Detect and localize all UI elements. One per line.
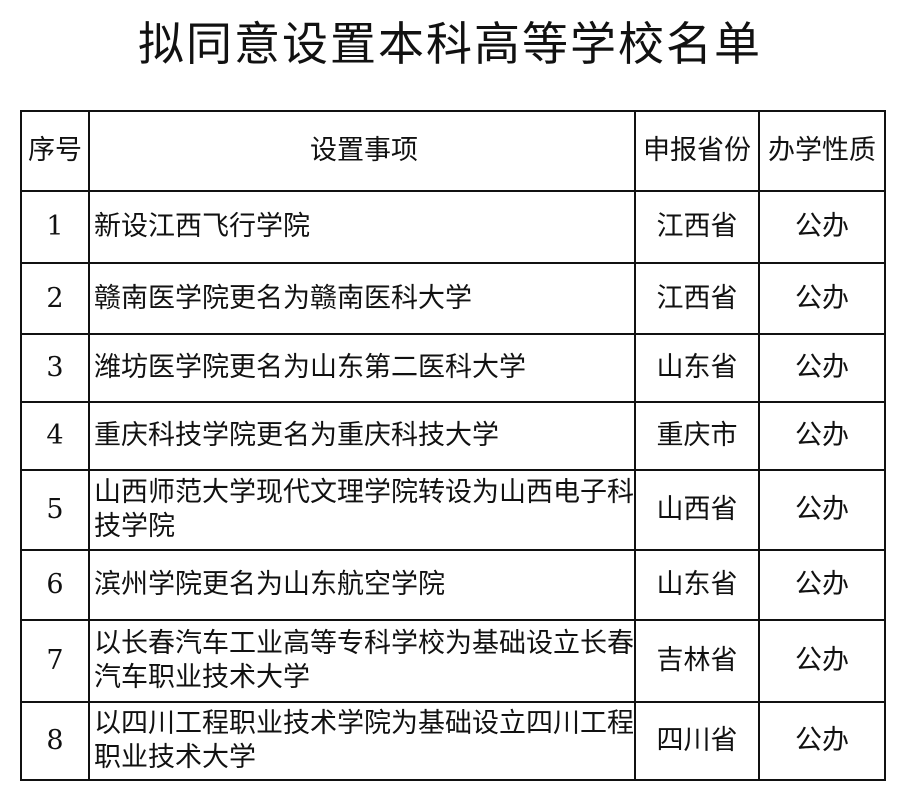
row-nature: 公办 (758, 401, 886, 471)
document-title: 拟同意设置本科高等学校名单 (138, 17, 762, 71)
row-nature: 公办 (758, 190, 886, 264)
row-item: 赣南医学院更名为赣南医科大学 (88, 262, 636, 335)
schools-table: 序号 设置事项 申报省份 办学性质 1 新设江西飞行学院 江西省 公办 2 赣南医学院更名… (20, 110, 886, 781)
header-number: 序号 (20, 110, 90, 192)
row-number: 4 (20, 401, 90, 471)
row-number: 2 (20, 262, 90, 335)
row-province: 四川省 (634, 701, 760, 781)
row-nature: 公办 (758, 262, 886, 335)
row-nature: 公办 (758, 701, 886, 781)
row-province: 重庆市 (634, 401, 760, 471)
header-nature: 办学性质 (758, 110, 886, 192)
row-nature: 公办 (758, 619, 886, 703)
row-number: 8 (20, 701, 90, 781)
row-number: 1 (20, 190, 90, 264)
row-item: 山西师范大学现代文理学院转设为山西电子科技学院 (88, 469, 636, 551)
table-row: 7 以长春汽车工业高等专科学校为基础设立长春汽车职业技术大学 吉林省 公办 (20, 619, 886, 703)
row-number: 3 (20, 333, 90, 403)
row-nature: 公办 (758, 333, 886, 403)
table-header-row: 序号 设置事项 申报省份 办学性质 (20, 110, 886, 192)
table-row: 5 山西师范大学现代文理学院转设为山西电子科技学院 山西省 公办 (20, 469, 886, 551)
row-item: 潍坊医学院更名为山东第二医科大学 (88, 333, 636, 403)
header-province: 申报省份 (634, 110, 760, 192)
row-province: 山东省 (634, 549, 760, 621)
table-row: 2 赣南医学院更名为赣南医科大学 江西省 公办 (20, 262, 886, 335)
row-item: 新设江西飞行学院 (88, 190, 636, 264)
row-number: 7 (20, 619, 90, 703)
table-row: 1 新设江西飞行学院 江西省 公办 (20, 190, 886, 264)
row-province: 吉林省 (634, 619, 760, 703)
row-province: 山西省 (634, 469, 760, 551)
row-item: 滨州学院更名为山东航空学院 (88, 549, 636, 621)
row-number: 5 (20, 469, 90, 551)
row-nature: 公办 (758, 549, 886, 621)
row-province: 江西省 (634, 190, 760, 264)
table-row: 6 滨州学院更名为山东航空学院 山东省 公办 (20, 549, 886, 621)
table-row: 8 以四川工程职业技术学院为基础设立四川工程职业技术大学 四川省 公办 (20, 701, 886, 781)
row-number: 6 (20, 549, 90, 621)
row-nature: 公办 (758, 469, 886, 551)
row-item: 以四川工程职业技术学院为基础设立四川工程职业技术大学 (88, 701, 636, 781)
row-item: 重庆科技学院更名为重庆科技大学 (88, 401, 636, 471)
table-row: 3 潍坊医学院更名为山东第二医科大学 山东省 公办 (20, 333, 886, 403)
table-row: 4 重庆科技学院更名为重庆科技大学 重庆市 公办 (20, 401, 886, 471)
row-item: 以长春汽车工业高等专科学校为基础设立长春汽车职业技术大学 (88, 619, 636, 703)
header-item: 设置事项 (88, 110, 636, 192)
row-province: 山东省 (634, 333, 760, 403)
row-province: 江西省 (634, 262, 760, 335)
